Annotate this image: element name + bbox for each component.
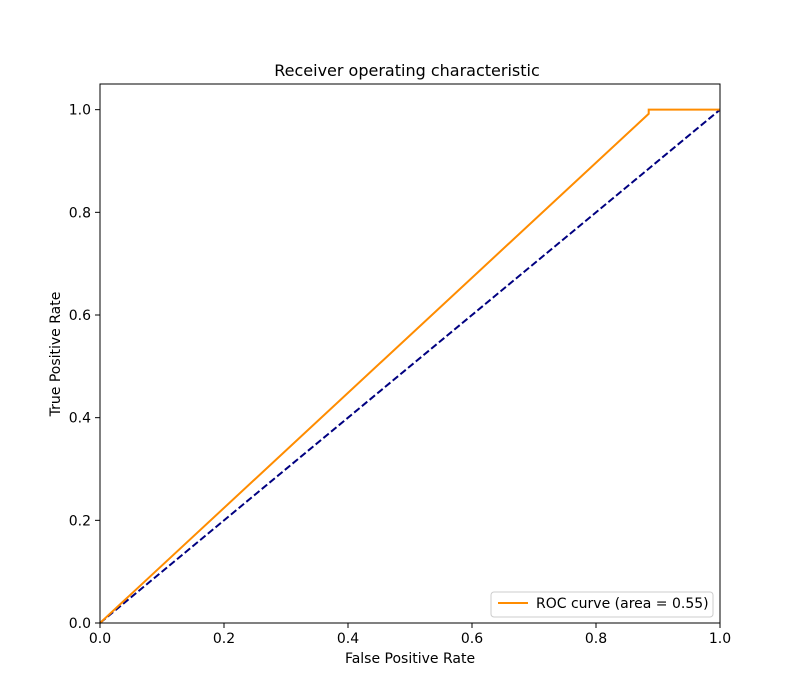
x-tick-label: 1.0	[709, 631, 731, 647]
plot-frame	[99, 83, 721, 624]
x-axis: 0.0 0.2 0.4 0.6 0.8 1.0	[89, 623, 731, 647]
legend: ROC curve (area = 0.55)	[490, 591, 714, 618]
y-tick-label: 0.2	[69, 513, 91, 529]
chance-diagonal-line	[99, 108, 721, 624]
plot-area	[99, 108, 721, 624]
legend-box	[490, 591, 714, 618]
y-tick-label: 0.6	[69, 308, 91, 324]
x-tick-label: 0.0	[89, 631, 111, 647]
y-tick-label: 0.8	[69, 205, 91, 221]
y-axis-label: True Positive Rate	[48, 292, 64, 418]
roc-curve-line	[99, 108, 720, 624]
y-axis: 0.0 0.2 0.4 0.6 0.8 1.0	[69, 103, 100, 632]
y-tick-label: 0.0	[69, 616, 91, 632]
legend-label-roc: ROC curve (area = 0.55)	[536, 596, 709, 612]
x-tick-label: 0.2	[213, 631, 235, 647]
y-tick-label: 0.4	[69, 411, 91, 427]
x-tick-label: 0.8	[585, 631, 607, 647]
x-tick-label: 0.4	[337, 631, 359, 647]
chart-title: Receiver operating characteristic	[274, 61, 540, 80]
x-axis-label: False Positive Rate	[345, 651, 475, 667]
y-tick-label: 1.0	[69, 103, 91, 119]
x-tick-label: 0.6	[461, 631, 483, 647]
